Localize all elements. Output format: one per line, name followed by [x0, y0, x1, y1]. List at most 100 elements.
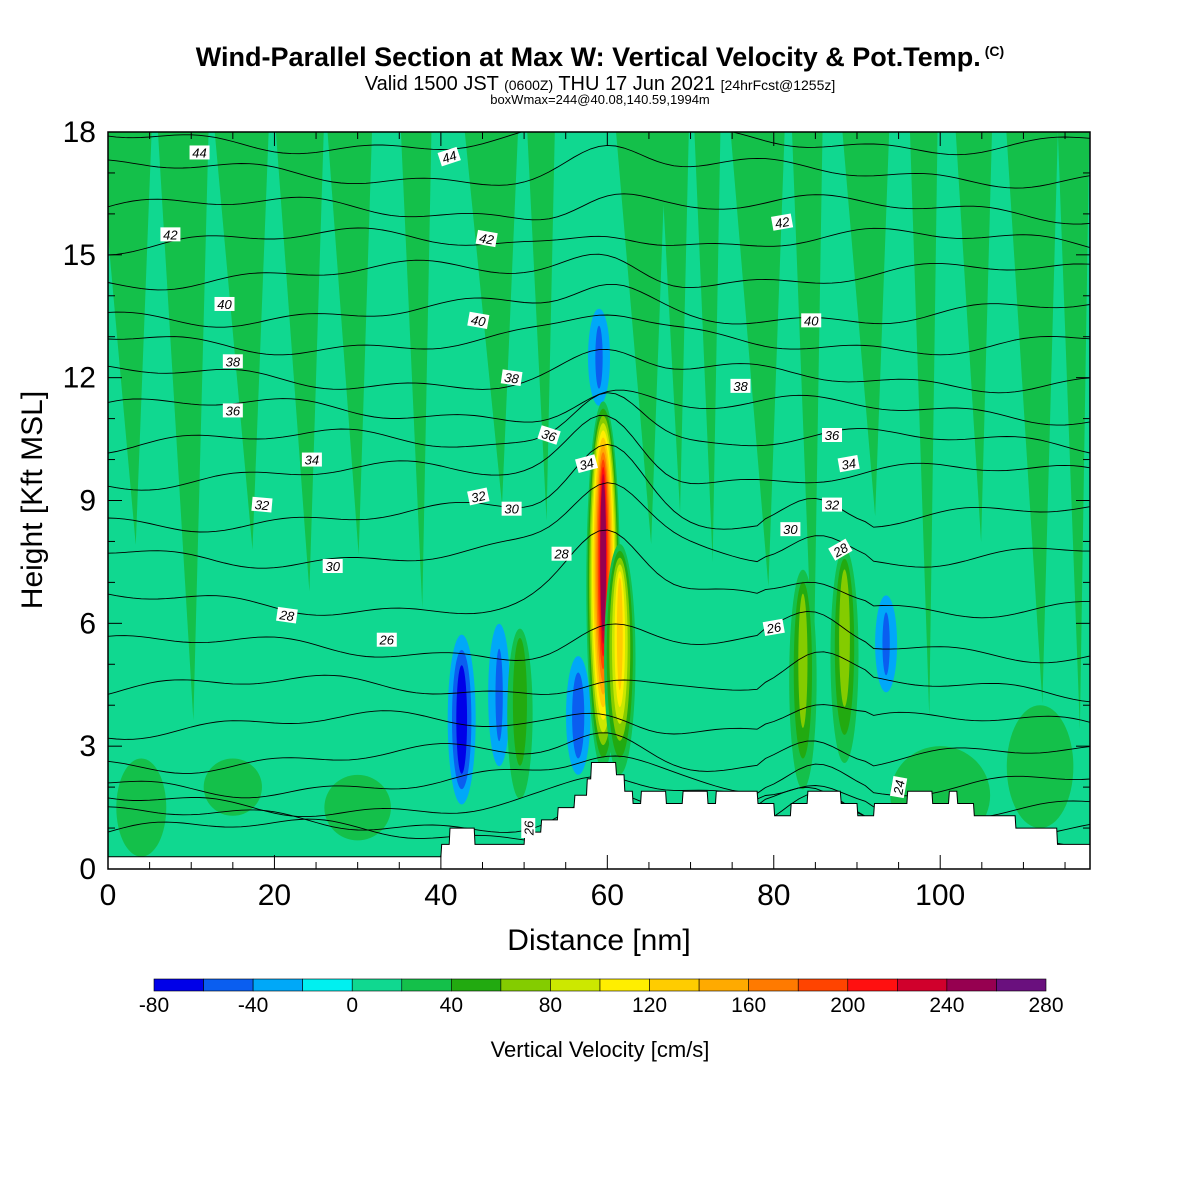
contour-label: 40 — [214, 296, 235, 312]
contour-label: 38 — [730, 378, 751, 394]
contour-label: 40 — [467, 311, 490, 330]
x-tick-label: 40 — [424, 879, 457, 912]
streak-updraft — [464, 132, 518, 505]
y-tick-label: 18 — [63, 116, 96, 149]
contour-label: 42 — [160, 227, 181, 242]
y-axis: 0 36 9 12 15 18 — [63, 116, 1090, 886]
contour-label-text: 26 — [764, 619, 783, 637]
contour-label: 42 — [771, 213, 794, 231]
colorbar-tick-label: 240 — [929, 994, 964, 1017]
contour-label: 26 — [762, 618, 785, 637]
contour-label: 36 — [537, 425, 561, 445]
updraft-cell — [512, 637, 527, 766]
contour-label-text: 38 — [503, 370, 520, 387]
colorbar-tick-label: -80 — [139, 994, 169, 1017]
y-tick-label: 3 — [79, 730, 96, 763]
contour-label-text: 40 — [804, 313, 819, 328]
contour-label: 44 — [189, 145, 210, 160]
downdraft-cell — [495, 648, 503, 742]
theta-contour-line — [108, 389, 1090, 426]
y-tick-label: 12 — [63, 362, 96, 395]
y-tick-label: 9 — [79, 485, 96, 518]
valid-prefix: Valid 1500 JST — [364, 73, 499, 95]
streak-updraft — [730, 132, 785, 587]
contour-label: 38 — [222, 354, 243, 369]
contour-label-text: 40 — [217, 297, 232, 312]
contour-label: 30 — [780, 522, 801, 537]
colorbar-tick-label: 40 — [440, 994, 463, 1017]
x-axis: 0 20 40 60 80 100 — [100, 132, 1066, 912]
downdraft-cell — [572, 672, 585, 759]
x-tick-label: 80 — [757, 879, 790, 912]
contour-label-box — [762, 618, 785, 637]
theta-contour-line — [108, 193, 1090, 225]
colorbar-swatch — [252, 978, 303, 992]
contour-label: 34 — [301, 452, 322, 468]
contour-label-text: 40 — [470, 312, 488, 329]
contour-label-box — [501, 501, 522, 516]
colorbar-swatch — [550, 978, 601, 992]
colorbar-swatch — [500, 978, 551, 992]
contour-label-text: 44 — [192, 145, 206, 160]
contour-label: 38 — [500, 369, 523, 387]
contour-label: 32 — [251, 496, 273, 513]
patch-updraft — [324, 774, 391, 841]
colorbar-swatch — [649, 978, 700, 992]
contour-label-text: 36 — [825, 428, 840, 443]
colorbar-swatch — [996, 978, 1047, 992]
theta-contour-line — [108, 482, 1090, 569]
contour-label-text: 32 — [470, 488, 488, 506]
y-tick-label: 15 — [63, 239, 96, 272]
theta-contour-line — [108, 704, 1090, 740]
patch-updraft — [203, 758, 262, 816]
contour-label: 28 — [551, 546, 572, 562]
x-tick-label: 0 — [100, 879, 117, 912]
colorbar-swatch — [897, 978, 948, 992]
streak-updraft — [400, 132, 432, 609]
theta-contour-line — [108, 414, 1090, 491]
streak-updraft — [616, 132, 667, 545]
contour-label-box — [575, 454, 598, 473]
contour-label-box — [322, 559, 343, 574]
valid-time-line: Valid 1500 JST (0600Z) THU 17 Jun 2021 [… — [0, 73, 1200, 96]
contour-label: 32 — [822, 497, 843, 513]
boxwmax-line: boxWmax=244@40.08,140.59,1994m — [490, 92, 710, 107]
contour-label-text: 30 — [325, 559, 340, 574]
contour-label: 34 — [575, 454, 598, 473]
streak-updraft — [1057, 132, 1090, 730]
contour-label-box — [500, 369, 523, 386]
contour-label-box — [222, 354, 243, 369]
downdraft-cell — [882, 612, 890, 676]
contour-label-box — [822, 427, 843, 442]
contour-label-box — [537, 425, 561, 445]
chart-title-text: Wind-Parallel Section at Max W: Vertical… — [195, 42, 981, 72]
theta-contour-line — [108, 283, 1090, 328]
contour-label-text: 30 — [504, 502, 519, 517]
contour-label-text: 32 — [825, 498, 840, 513]
theta-contour-line — [108, 253, 1090, 291]
contour-label: 28 — [828, 538, 853, 561]
contour-label-text: 34 — [840, 456, 857, 473]
contour-label-box — [160, 227, 181, 242]
contour-label-box — [376, 632, 397, 647]
streak-updraft — [157, 132, 209, 721]
contour-label: 36 — [222, 403, 243, 418]
y-tick-label: 0 — [79, 853, 96, 886]
contour-label-text: 30 — [783, 522, 798, 537]
x-axis-label: Distance [nm] — [507, 924, 690, 957]
theta-contour-line — [108, 443, 1090, 533]
contour-label-box — [837, 455, 860, 473]
colorbar-tick-label: 280 — [1028, 994, 1063, 1017]
contour-label-box — [780, 522, 801, 537]
downdraft-cell — [595, 325, 603, 389]
streak-updraft — [955, 132, 992, 543]
contour-label-text: 38 — [226, 354, 241, 369]
contour-label-text: 42 — [163, 227, 178, 242]
contour-label-text: 42 — [478, 230, 496, 247]
valid-utc: (0600Z) — [504, 77, 554, 93]
contour-label-box — [730, 378, 751, 393]
streak-updraft — [108, 132, 152, 545]
updraft-cell — [839, 569, 850, 707]
theta-contour-line — [108, 227, 1090, 256]
